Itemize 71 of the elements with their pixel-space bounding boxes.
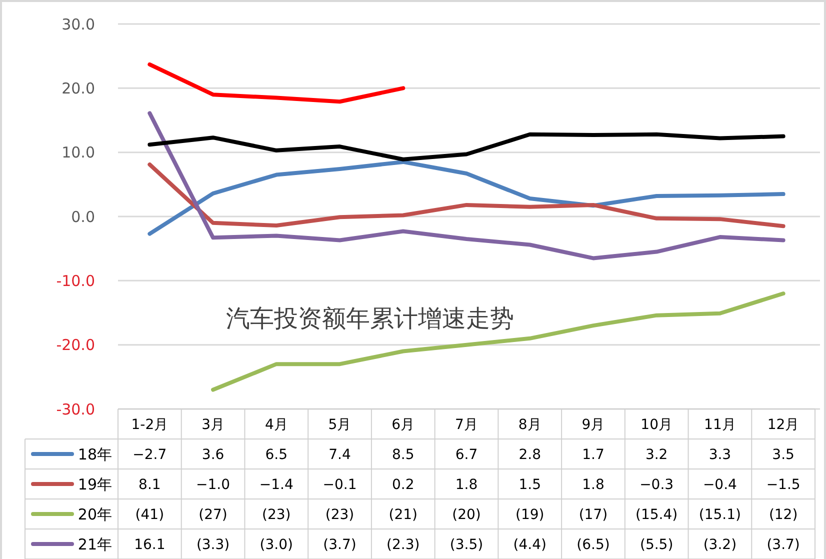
data-label: (15.1) [698, 506, 742, 523]
x-tick-label: 8月 [518, 416, 542, 433]
legend-label: 19年 [78, 475, 112, 494]
x-tick-label: 7月 [455, 416, 478, 433]
x-tick-label: 11月 [704, 416, 736, 433]
data-label: (20) [452, 506, 481, 523]
x-tick-label: 9月 [582, 416, 605, 433]
y-tick-label: 0.0 [71, 208, 95, 226]
data-label: (3.0) [260, 536, 294, 553]
x-tick-label: 5月 [328, 416, 352, 433]
data-label: (4.4) [513, 536, 546, 553]
y-tick-label: 30.0 [62, 15, 95, 34]
data-label: (21) [388, 506, 418, 523]
x-tick-label: 4月 [264, 416, 288, 433]
data-label: (27) [198, 506, 228, 523]
legend-label: 21年 [78, 535, 112, 554]
data-label: 16.1 [134, 536, 166, 553]
data-label: 7.4 [328, 446, 351, 463]
data-label: (2.3) [386, 536, 420, 553]
data-label: 3.3 [708, 446, 732, 463]
data-label: −0.3 [640, 476, 674, 493]
y-tick-label: 20.0 [62, 79, 95, 98]
x-tick-label: 1-2月 [131, 416, 168, 433]
legend-label: 20年 [78, 505, 112, 524]
line-series [211, 292, 786, 392]
line-series [148, 111, 786, 260]
data-label: −1.5 [766, 476, 800, 493]
data-label: (3.3) [196, 536, 230, 553]
data-label: 6.7 [455, 446, 478, 463]
y-tick-label: -10.0 [56, 272, 95, 290]
y-tick-label: -30.0 [56, 400, 95, 418]
text: (41) [135, 506, 164, 523]
line-series [148, 132, 786, 162]
data-label: −2.7 [132, 446, 167, 463]
data-label: −0.4 [702, 476, 738, 493]
data-label: 0.2 [392, 476, 414, 493]
data-label: 3.2 [645, 446, 668, 463]
data-label: 3.5 [772, 446, 794, 463]
x-tick-label: 10月 [640, 416, 673, 433]
data-label: (19) [515, 506, 544, 523]
x-tick-label: 12月 [767, 416, 800, 433]
data-label: 1.8 [582, 476, 604, 493]
data-label: (23) [325, 506, 354, 523]
data-label: 3.6 [202, 446, 224, 463]
data-label: (12) [768, 506, 798, 523]
data-label: (23) [262, 506, 291, 523]
data-label: (5.5) [640, 536, 674, 553]
data-label: 1.5 [518, 476, 541, 493]
data-label: 2.8 [518, 446, 541, 463]
line-series [148, 62, 406, 104]
x-tick-label: 6月 [392, 416, 415, 433]
data-label: −1.0 [196, 476, 230, 493]
data-label: (3.2) [703, 536, 737, 553]
data-label: (17) [578, 506, 608, 523]
data-label: 8.1 [138, 476, 161, 493]
data-label: −1.4 [259, 476, 294, 493]
x-tick-label: 3月 [202, 416, 225, 433]
data-label: 1.8 [455, 476, 478, 493]
data-label: (6.5) [576, 536, 610, 553]
data-label: 8.5 [392, 446, 414, 463]
data-label: (15.4) [636, 506, 678, 523]
data-label: (3.5) [450, 536, 484, 553]
data-label: 6.5 [265, 446, 288, 463]
data-label: 1.7 [582, 446, 604, 463]
data-label: (3.7) [323, 536, 356, 553]
y-tick-label: 10.0 [62, 144, 95, 162]
text: 汽车投资额年累计增速走势 [226, 304, 514, 332]
y-tick-label: -20.0 [56, 336, 95, 354]
data-label: −0.1 [322, 476, 357, 493]
data-label: (3.7) [766, 536, 800, 553]
legend-label: 18年 [78, 445, 112, 464]
